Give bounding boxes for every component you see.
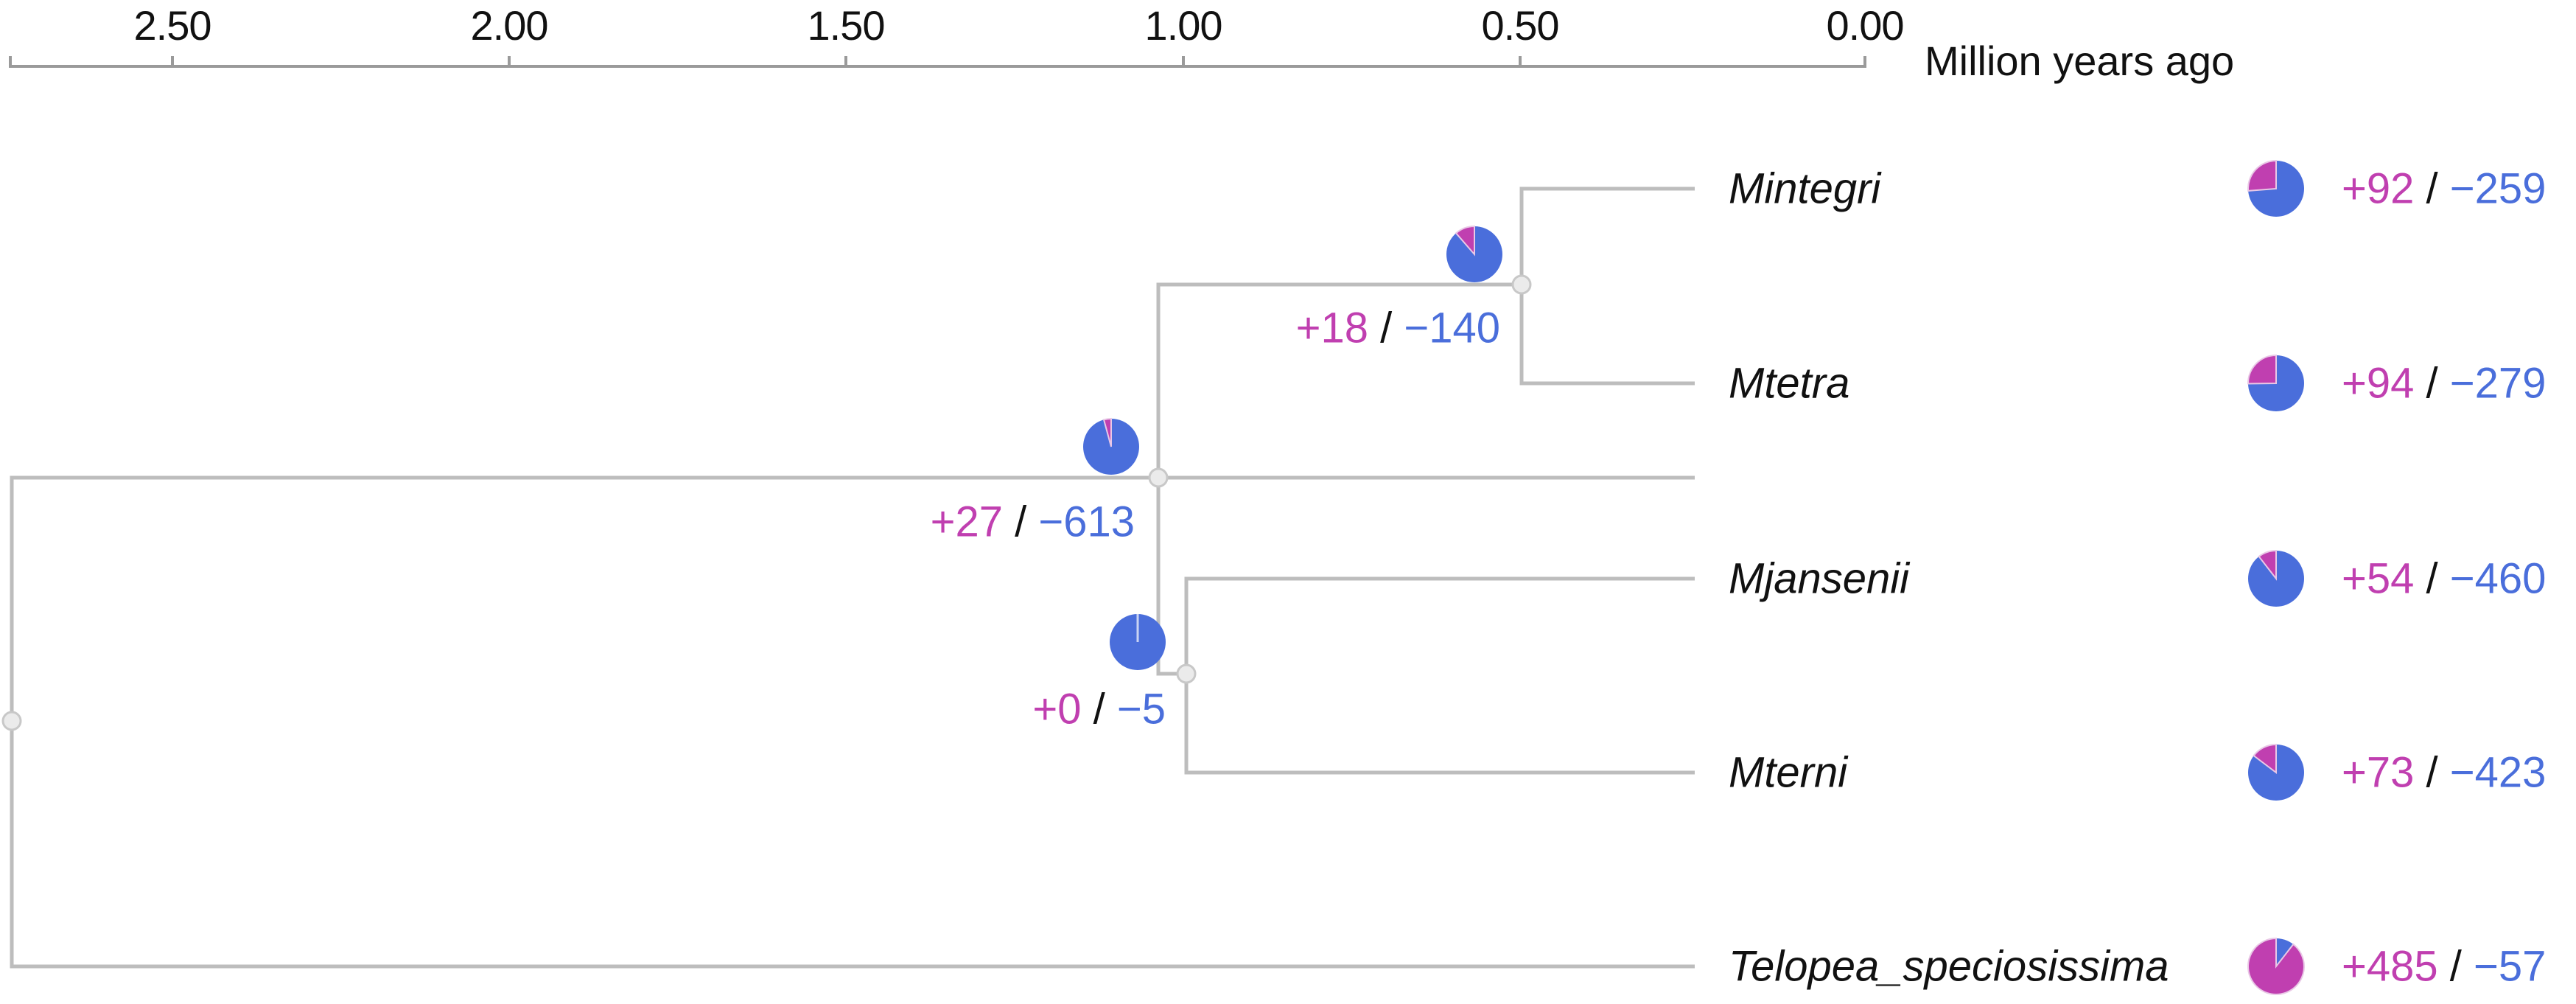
tip-counts-mintegri: +92 / −259: [2342, 164, 2546, 214]
taxon-label-mterni[interactable]: Mterni: [1729, 748, 1848, 797]
taxon-label-mintegri[interactable]: Mintegri: [1729, 164, 1881, 213]
node-mintegri-mtetra[interactable]: [1511, 274, 1532, 295]
separator: /: [1093, 685, 1105, 733]
tip-counts-mjansenii: +54 / −460: [2342, 554, 2546, 604]
taxon-label-mtetra[interactable]: Mtetra: [1729, 359, 1850, 408]
gain-count: +18: [1295, 304, 1368, 352]
node-counts-ingroup: +27 / −613: [931, 498, 1135, 547]
branch-mintegri-mtetra: [1519, 186, 1695, 386]
separator: /: [2426, 748, 2438, 797]
gain-loss-pies: [1083, 159, 2305, 995]
pie-icon-ingroup: [1083, 417, 1139, 475]
loss-count: −423: [2449, 748, 2547, 797]
tip-counts-telopea-speciosissima: +485 / −57: [2342, 942, 2546, 991]
loss-count: −140: [1404, 304, 1500, 352]
loss-count: −57: [2474, 942, 2547, 991]
loss-count: −613: [1038, 498, 1135, 546]
separator: /: [1015, 498, 1027, 546]
gain-count: +92: [2342, 164, 2415, 213]
loss-count: −259: [2449, 164, 2547, 213]
tip-counts-mtetra: +94 / −279: [2342, 359, 2546, 408]
time-axis: [9, 56, 1866, 68]
node-counts-mintegri-mtetra: +18 / −140: [1296, 304, 1500, 353]
loss-count: −5: [1116, 685, 1166, 733]
node-ingroup[interactable]: [1148, 467, 1169, 488]
loss-count: −279: [2449, 359, 2547, 408]
node-counts-mjansenii-mterni: +0 / −5: [1032, 685, 1166, 734]
gain-count: +94: [2342, 359, 2415, 408]
loss-count: −460: [2449, 554, 2547, 603]
axis-tick-label: 1.00: [1144, 2, 1223, 49]
pie-icon-mintegri: [2247, 159, 2304, 217]
separator: /: [2449, 942, 2462, 991]
separator: /: [1380, 304, 1393, 352]
gain-count: +0: [1032, 685, 1082, 733]
gain-count: +54: [2342, 554, 2415, 603]
axis-tick-label: 0.50: [1481, 2, 1560, 49]
separator: /: [2426, 359, 2438, 408]
nodes: [1, 274, 1532, 731]
axis-tick-label: 2.00: [470, 2, 549, 49]
separator: /: [2426, 164, 2438, 213]
gain-count: +73: [2342, 748, 2415, 797]
pie-icon-mtetra: [2247, 354, 2304, 411]
node-mjansenii-mterni[interactable]: [1176, 663, 1197, 684]
taxon-label-mjansenii[interactable]: Mjansenii: [1729, 554, 1909, 603]
pie-icon-mjansenii: [2248, 549, 2304, 607]
taxon-label-telopea-speciosissima[interactable]: Telopea_speciosissima: [1729, 942, 2169, 991]
branch-root: [10, 475, 1695, 969]
axis-title: Million years ago: [1925, 38, 2235, 84]
gain-count: +485: [2342, 942, 2438, 991]
axis-tick-label: 0.00: [1826, 2, 1905, 49]
pie-icon-telopea_speciosissima: [2247, 937, 2305, 995]
separator: /: [2426, 554, 2438, 603]
pie-icon-mterni: [2248, 743, 2304, 801]
pie-icon-mintegri_mtetra: [1446, 225, 1502, 282]
node-root[interactable]: [1, 711, 22, 731]
branch-mjansenii-mterni: [1184, 576, 1695, 775]
axis-tick-label: 2.50: [133, 2, 212, 49]
axis-tick-label: 1.50: [807, 2, 886, 49]
gain-count: +27: [930, 498, 1003, 546]
pie-icon-mjansenii_mterni: [1110, 614, 1166, 670]
tip-counts-mterni: +73 / −423: [2342, 748, 2546, 798]
